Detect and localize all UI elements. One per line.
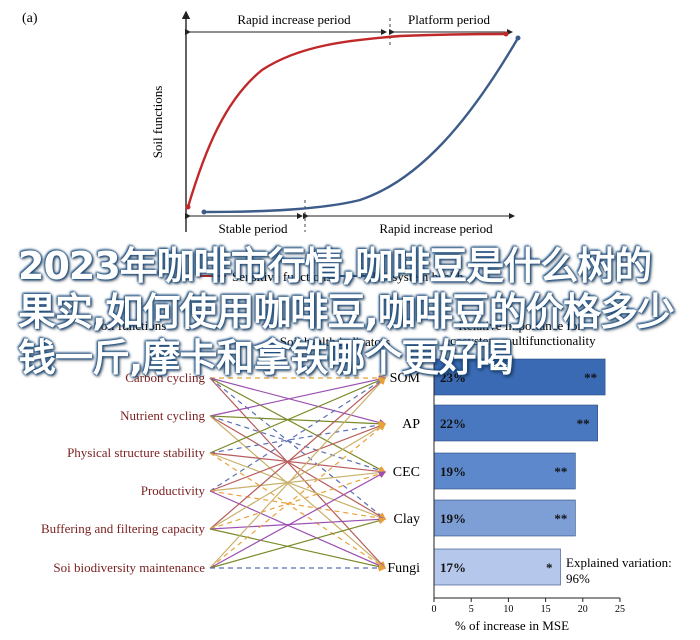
- panel-a: (a) Soil functions Rapid increase period…: [22, 10, 521, 284]
- link-28: [209, 517, 387, 569]
- bar-significance-0: **: [584, 370, 597, 385]
- top-bracket-1-bg: [224, 11, 364, 28]
- x-tick-label-1: 5: [469, 604, 474, 615]
- bar-AP: [433, 404, 598, 442]
- middle-header: Soil health indicators: [280, 334, 390, 349]
- bar-value-label-0: 23%: [440, 370, 466, 385]
- panel-a-label: (a): [22, 11, 38, 26]
- link-16: [209, 422, 387, 492]
- function-label-2: Physical structure stability: [67, 445, 205, 460]
- left-header: Soil functions: [94, 318, 167, 333]
- link-10: [209, 377, 387, 454]
- ecosystem-health-curve: [203, 37, 520, 214]
- legend-sensitive: Sensitive functions: [232, 269, 331, 284]
- top-bracket-2-bg: [398, 11, 500, 28]
- link-26: [209, 423, 386, 569]
- function-label-0: Carbon cycling: [125, 370, 205, 385]
- function-label-3: Productivity: [141, 483, 206, 498]
- sensitive-functions-curve: [186, 32, 507, 208]
- bar-value-label-2: 19%: [440, 464, 466, 479]
- x-axis: 0 5 10 15 20 25: [432, 355, 625, 615]
- link-6: [209, 415, 387, 428]
- bottom-bracket-2-bg: [360, 220, 510, 235]
- indicator-label-0: SOM: [390, 371, 421, 386]
- connection-lines: [209, 374, 387, 572]
- bottom-bracket-1-bg: [208, 220, 298, 235]
- overlay-title: 2023年咖啡市行情,咖啡豆是什么树的果实,如何使用咖啡豆,咖啡豆的价格多少钱一…: [18, 244, 675, 380]
- blue-curve-end: [515, 35, 521, 41]
- x-tick-label-5: 25: [615, 604, 625, 615]
- bar-significance-1: **: [577, 416, 590, 431]
- link-9: [209, 415, 386, 569]
- blue-curve-start: [201, 209, 207, 215]
- link-27: [209, 471, 387, 569]
- indicator-label-3: Clay: [394, 512, 420, 527]
- explained-value: 96%: [566, 571, 590, 586]
- bar-significance-2: **: [554, 464, 567, 479]
- red-curve-start: [185, 204, 191, 210]
- link-12: [209, 452, 387, 475]
- x-axis-label: % of increase in MSE: [455, 618, 569, 633]
- bar-Fungi: [433, 548, 561, 586]
- link-11: [209, 421, 387, 454]
- bar-value-label-3: 19%: [440, 511, 466, 526]
- link-21: [209, 423, 387, 530]
- bar-value-label-1: 22%: [440, 416, 466, 431]
- right-header-line-1: Relative importance for: [458, 318, 582, 333]
- x-tick-label-0: 0: [432, 604, 437, 615]
- bar-value-label-4: 17%: [440, 560, 466, 575]
- function-label-5: Soi biodiversity maintenance: [53, 560, 205, 575]
- link-19: [209, 490, 387, 569]
- indicator-label-2: CEC: [393, 465, 420, 480]
- link-13: [209, 452, 387, 521]
- indicator-label-1: AP: [402, 417, 420, 432]
- y-axis-label: Soil functions: [150, 86, 165, 159]
- explained-label: Explained variation:: [566, 555, 672, 570]
- bottom-bracket-2-label: Rapid increase period: [379, 221, 493, 236]
- top-bracket-1-label: Rapid increase period: [237, 12, 351, 27]
- link-25: [209, 377, 386, 569]
- indicator-labels: SOM AP CEC Clay Fungi: [387, 371, 420, 576]
- x-tick-label-4: 20: [578, 604, 588, 615]
- link-20: [209, 377, 386, 530]
- function-label-1: Nutrient cycling: [120, 408, 205, 423]
- indicator-label-4: Fungi: [387, 561, 420, 576]
- x-tick-label-2: 10: [503, 604, 513, 615]
- bar-Clay: [433, 499, 576, 537]
- link-7: [209, 415, 387, 474]
- link-1: [209, 377, 387, 426]
- function-label-4: Buffering and filtering capacity: [41, 521, 206, 536]
- link-24: [209, 528, 387, 571]
- link-23: [209, 515, 387, 530]
- link-14: [209, 452, 387, 569]
- link-3: [209, 377, 386, 520]
- top-bracket-2-label: Platform period: [408, 12, 490, 27]
- right-header-line-2: ecosystem multifunctionality: [444, 333, 596, 348]
- link-15: [209, 377, 387, 492]
- bar-significance-3: **: [554, 511, 567, 526]
- panel-b: Soil functions Soil health indicators Re…: [41, 318, 672, 633]
- link-22: [209, 470, 387, 530]
- bottom-bracket-1-label: Stable period: [219, 221, 288, 236]
- link-5: [209, 375, 387, 417]
- link-8: [209, 415, 387, 520]
- bar-significance-4: *: [546, 560, 553, 575]
- link-18: [209, 490, 387, 522]
- bar-SOM: [433, 358, 606, 396]
- red-curve-end: [503, 31, 509, 37]
- importance-bars: 23% ** 22% ** 19% ** 19% ** 17% *: [433, 358, 606, 586]
- legend-ecosystem: Ecosystem health: [372, 269, 464, 284]
- x-tick-label-3: 15: [541, 604, 551, 615]
- function-labels: Carbon cycling Nutrient cycling Physical s…: [41, 370, 206, 575]
- bar-CEC: [433, 452, 576, 490]
- link-2: [209, 377, 387, 473]
- link-17: [209, 469, 387, 492]
